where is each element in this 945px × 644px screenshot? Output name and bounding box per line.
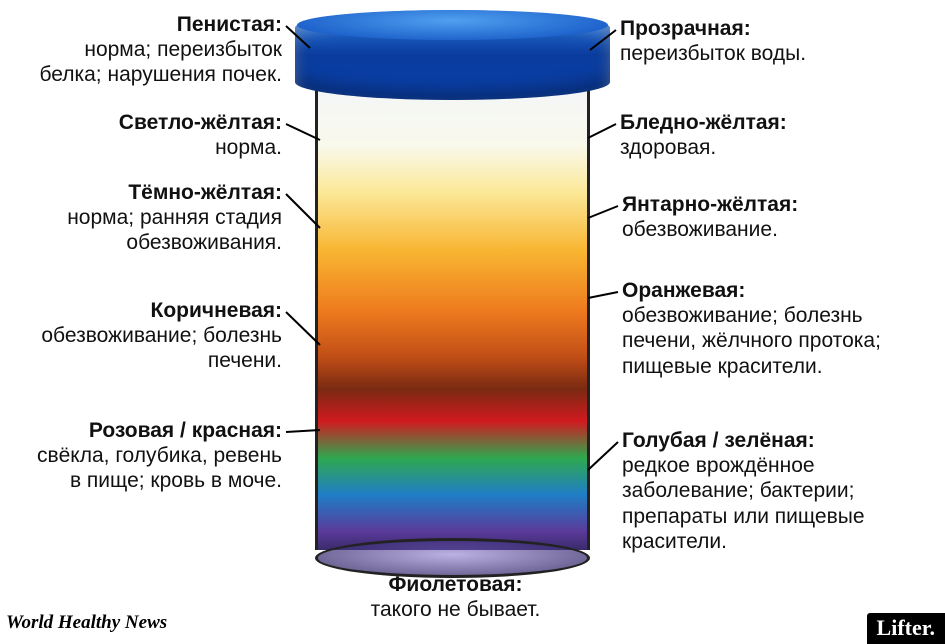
label-desc: норма; ранняя стадия обезвоживания. [2,205,282,255]
label-title: Голубая / зелёная: [622,429,815,452]
label-right: Бледно-жёлтая:здоровая. [620,110,920,160]
label-desc: обезвоживание; болезнь печени. [22,323,282,373]
label-desc: норма. [22,135,282,160]
label-left: Светло-жёлтая:норма. [22,110,282,160]
sample-cylinder [315,10,590,578]
label-center: Фиолетовая:такого не бывает. [348,572,563,622]
label-title: Пенистая: [177,13,282,36]
label-title: Прозрачная: [620,17,751,40]
label-title: Коричневая: [151,299,283,322]
label-desc: здоровая. [620,135,920,160]
label-right: Янтарно-жёлтая:обезвоживание. [622,192,922,242]
label-desc: обезвоживание. [622,217,922,242]
label-left: Тёмно-жёлтая:норма; ранняя стадия обезво… [2,180,282,256]
jar-body [315,90,590,550]
label-title: Розовая / красная: [89,419,282,442]
label-right: Оранжевая:обезвоживание; болезнь печени,… [622,278,932,379]
watermark-lifter: Lifter. [867,613,945,644]
label-left: Розовая / красная:свёкла, голубика, реве… [22,418,282,494]
label-title: Светло-жёлтая: [119,111,282,134]
label-desc: редкое врождённое заболевание; бактерии;… [622,453,932,554]
label-right: Прозрачная:переизбыток воды. [620,16,920,66]
label-left: Коричневая:обезвоживание; болезнь печени… [22,298,282,374]
label-desc: норма; переизбыток белка; нарушения поче… [22,37,282,87]
label-title: Янтарно-жёлтая: [622,193,798,216]
color-gradient [318,90,587,550]
label-desc: такого не бывает. [348,597,563,622]
label-desc: обезвоживание; болезнь печени, жёлчного … [622,303,932,379]
source-credit: World Healthy News [6,612,167,634]
label-desc: свёкла, голубика, ревень в пище; кровь в… [22,443,282,493]
label-left: Пенистая:норма; переизбыток белка; наруш… [22,12,282,88]
label-right: Голубая / зелёная:редкое врождённое забо… [622,428,932,554]
label-title: Тёмно-жёлтая: [128,181,282,204]
label-desc: переизбыток воды. [620,41,920,66]
diagram-canvas: Пенистая:норма; переизбыток белка; наруш… [0,0,945,644]
label-title: Оранжевая: [622,279,745,302]
label-title: Фиолетовая: [389,573,523,596]
jar-lid [295,10,610,100]
label-title: Бледно-жёлтая: [620,111,787,134]
